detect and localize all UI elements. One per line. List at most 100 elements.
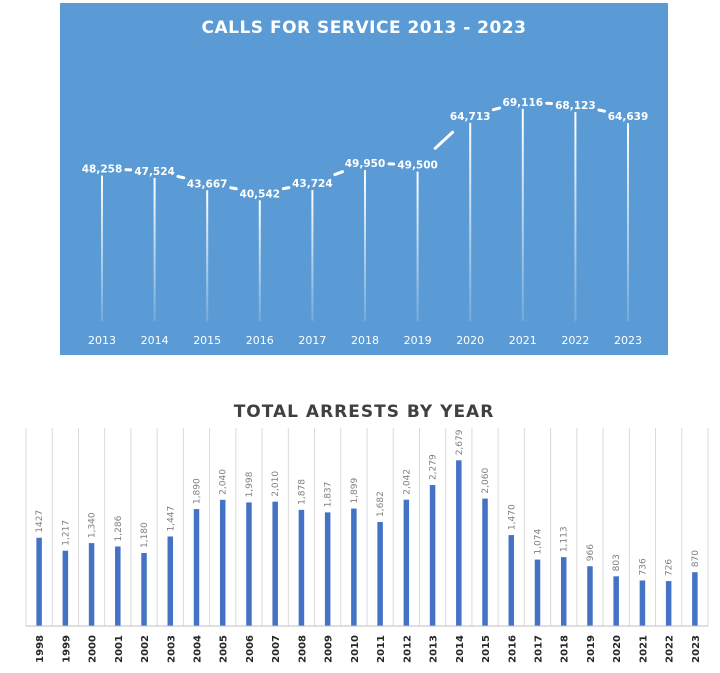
calls-drop-line bbox=[101, 175, 103, 321]
arrests-data-label: 1,837 bbox=[324, 482, 334, 508]
arrests-x-tick-label: 2014 bbox=[455, 635, 466, 663]
arrests-bar bbox=[587, 566, 593, 626]
calls-data-label: 49,500 bbox=[397, 160, 438, 172]
calls-x-tick-label: 2017 bbox=[298, 334, 326, 347]
total-arrests-svg: TOTAL ARRESTS BY YEAR 1427 1,217 1,340 1,28… bbox=[25, 402, 709, 663]
arrests-x-tick-label: 1998 bbox=[35, 635, 46, 663]
arrests-data-label: 726 bbox=[665, 559, 675, 576]
arrests-data-label: 966 bbox=[586, 544, 596, 561]
arrests-x-tick-label: 2000 bbox=[88, 635, 99, 663]
arrests-x-tick-label: 2012 bbox=[402, 635, 413, 663]
arrests-x-tick-label: 2021 bbox=[638, 635, 649, 663]
calls-drop-line bbox=[311, 190, 314, 321]
calls-drop-line bbox=[627, 123, 629, 321]
calls-x-tick-label: 2014 bbox=[141, 334, 169, 347]
arrests-bar bbox=[482, 498, 488, 626]
calls-data-label: 49,950 bbox=[345, 158, 386, 170]
arrests-x-tick-label: 2003 bbox=[166, 635, 177, 663]
arrests-bar bbox=[534, 559, 541, 626]
arrests-data-label: 1,878 bbox=[297, 479, 307, 505]
calls-x-tick-label: 2018 bbox=[351, 334, 379, 347]
calls-drop-line bbox=[153, 177, 156, 321]
arrests-bar bbox=[429, 485, 436, 626]
calls-line-segment bbox=[491, 106, 502, 112]
arrests-bar bbox=[62, 550, 69, 626]
arrests-x-tick-label: 2018 bbox=[560, 635, 571, 663]
arrests-bar bbox=[88, 543, 95, 626]
arrests-bar bbox=[560, 557, 567, 626]
arrests-bar bbox=[508, 535, 515, 626]
arrests-bar bbox=[115, 546, 121, 626]
calls-drop-line bbox=[206, 190, 209, 321]
arrests-data-label: 1,682 bbox=[376, 491, 386, 517]
arrests-data-label: 1,074 bbox=[534, 529, 544, 555]
calls-drop-line bbox=[364, 170, 366, 321]
calls-drop-line bbox=[469, 122, 472, 322]
arrests-data-label: 2,679 bbox=[455, 429, 465, 455]
calls-x-tick-label: 2022 bbox=[561, 334, 589, 347]
arrests-x-tick-label: 2022 bbox=[665, 635, 676, 663]
arrests-bar bbox=[377, 521, 383, 626]
arrests-x-tick-label: 2008 bbox=[297, 635, 308, 663]
arrests-bar bbox=[639, 580, 646, 626]
arrests-bar bbox=[246, 502, 252, 626]
calls-drop-line bbox=[258, 200, 261, 321]
arrests-x-tick-label: 2013 bbox=[429, 635, 440, 663]
arrests-bar bbox=[403, 499, 410, 626]
arrests-data-label: 2,040 bbox=[219, 469, 229, 495]
arrests-x-tick-label: 2023 bbox=[691, 635, 702, 663]
calls-line-segment bbox=[229, 186, 238, 191]
arrests-data-label: 2,279 bbox=[429, 454, 439, 480]
arrests-x-tick-label: 2011 bbox=[376, 635, 387, 663]
arrests-bar bbox=[298, 509, 305, 626]
arrests-data-label: 1,447 bbox=[166, 506, 176, 532]
arrests-data-label: 1,899 bbox=[350, 478, 360, 504]
arrests-data-label: 1,340 bbox=[88, 512, 98, 538]
arrests-x-tick-label: 2006 bbox=[245, 635, 256, 663]
arrests-bar bbox=[219, 499, 226, 626]
arrests-bar bbox=[692, 572, 698, 626]
arrests-data-label: 1,180 bbox=[140, 522, 150, 548]
arrests-x-tick-label: 2016 bbox=[507, 635, 518, 663]
calls-x-tick-label: 2013 bbox=[88, 334, 116, 347]
arrests-data-label: 870 bbox=[691, 550, 701, 567]
calls-data-label: 47,524 bbox=[134, 166, 175, 178]
arrests-data-label: 2,042 bbox=[402, 469, 412, 495]
arrests-bar bbox=[167, 536, 174, 626]
calls-line-segment bbox=[597, 108, 607, 113]
calls-line-segment bbox=[281, 186, 291, 191]
calls-x-tick-label: 2019 bbox=[404, 334, 432, 347]
arrests-data-label: 803 bbox=[612, 554, 622, 571]
calls-x-tick-label: 2015 bbox=[193, 334, 221, 347]
arrests-x-tick-label: 2017 bbox=[534, 635, 545, 663]
arrests-data-label: 1,998 bbox=[245, 471, 255, 497]
arrests-x-tick-label: 2020 bbox=[612, 635, 623, 663]
arrests-x-tick-label: 2015 bbox=[481, 635, 492, 663]
calls-drop-line bbox=[521, 108, 524, 321]
arrests-data-label: 1427 bbox=[35, 510, 45, 533]
arrests-data-label: 2,010 bbox=[271, 471, 281, 497]
arrests-x-tick-label: 2007 bbox=[271, 635, 282, 663]
calls-drop-line bbox=[416, 171, 419, 321]
arrests-x-tick-label: 1999 bbox=[61, 635, 72, 663]
calls-data-label: 64,639 bbox=[608, 111, 649, 123]
arrests-bar bbox=[665, 581, 672, 626]
calls-data-label: 68,123 bbox=[555, 100, 596, 112]
arrests-data-label: 736 bbox=[638, 558, 648, 575]
arrests-x-tick-label: 2019 bbox=[586, 635, 597, 663]
arrests-data-label: 1,286 bbox=[114, 515, 124, 541]
calls-x-tick-label: 2020 bbox=[456, 334, 484, 347]
arrests-bar bbox=[351, 508, 357, 626]
arrests-bar bbox=[272, 501, 278, 626]
arrests-x-tick-label: 2004 bbox=[193, 635, 204, 663]
arrests-x-tick-label: 2005 bbox=[219, 635, 230, 663]
arrests-chart-title: TOTAL ARRESTS BY YEAR bbox=[234, 402, 495, 422]
arrests-data-label: 1,217 bbox=[61, 520, 71, 546]
calls-data-label: 69,116 bbox=[503, 97, 544, 109]
calls-line-segment bbox=[433, 130, 455, 150]
arrests-bar bbox=[36, 537, 42, 626]
calls-data-label: 43,667 bbox=[187, 178, 228, 190]
arrests-data-label: 2,060 bbox=[481, 468, 491, 494]
calls-for-service-svg: CALLS FOR SERVICE 2013 - 2023 48,258 47,5… bbox=[82, 18, 649, 347]
arrests-x-tick-label: 2001 bbox=[114, 635, 125, 663]
